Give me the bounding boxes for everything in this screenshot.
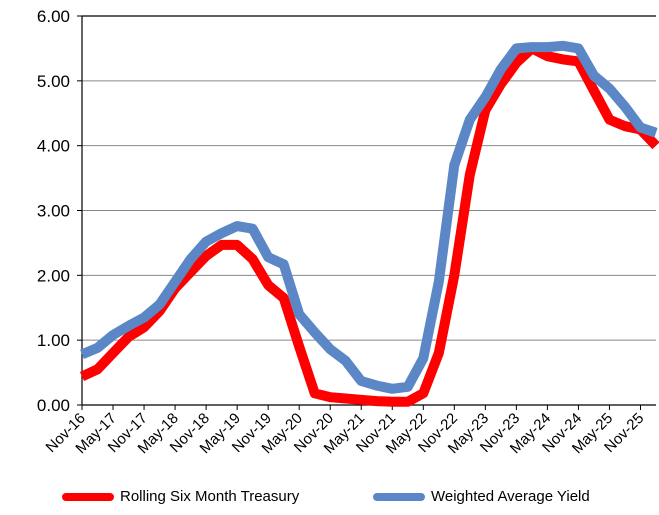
- legend-item-series-2: Weighted Average Yield: [373, 488, 590, 505]
- x-tick-labels: Nov-16May-17Nov-17May-18Nov-18May-19Nov-…: [43, 410, 648, 457]
- y-tick-label-4: 4.00: [37, 137, 70, 156]
- legend-label: Weighted Average Yield: [431, 488, 590, 505]
- y-tick-label-5: 5.00: [37, 72, 70, 91]
- legend: Rolling Six Month Treasury Weighted Aver…: [0, 488, 659, 512]
- y-tick-label-6: 6.00: [37, 7, 70, 26]
- legend-swatch-red: [62, 492, 114, 501]
- y-tick-label-3: 3.00: [37, 202, 70, 221]
- line-chart: 0.00 1.00 2.00 3.00 4.00 5.00 6.00 Nov-16May-1…: [37, 7, 659, 457]
- legend-label: Rolling Six Month Treasury: [120, 488, 300, 505]
- y-tick-label-1: 1.00: [37, 331, 70, 350]
- y-tick-labels: 0.00 1.00 2.00 3.00 4.00 5.00 6.00: [37, 7, 70, 415]
- legend-item-series-1: Rolling Six Month Treasury: [62, 488, 299, 505]
- series-line-2: [80, 40, 658, 394]
- legend-swatch-blue: [373, 492, 425, 501]
- y-tick-label-2: 2.00: [37, 266, 70, 285]
- axes: [77, 15, 656, 410]
- series-lines: [79, 40, 659, 407]
- series-line-1: [79, 43, 659, 407]
- y-tick-label-0: 0.00: [37, 396, 70, 415]
